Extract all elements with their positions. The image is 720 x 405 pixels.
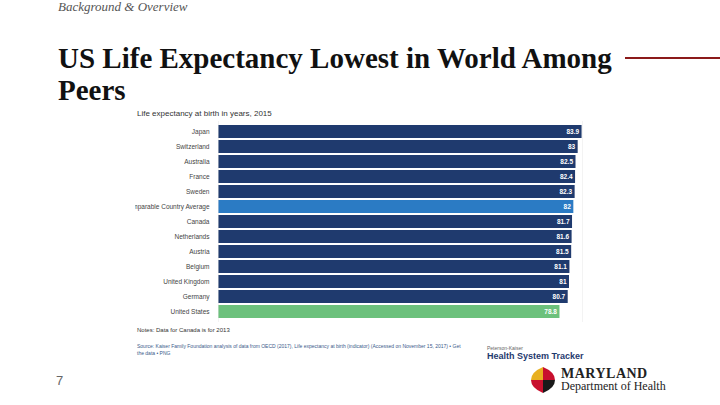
html-text:Notes: Data for Canada is for: Notes: Data for Canada is for 2013 [137, 327, 230, 333]
svg-text:Belgium: Belgium [186, 263, 209, 271]
html-text:7: 7 [56, 373, 64, 388]
svg-text:Comparable Country Average: Comparable Country Average [135, 203, 210, 211]
html-text:Department of Health: Department of Health [561, 379, 666, 393]
svg-text:Australia: Australia [184, 158, 210, 165]
svg-text:81.1: 81.1 [554, 263, 567, 270]
svg-text:81.7: 81.7 [557, 218, 570, 225]
html-text:Source: Kaiser Family Foundati: Source: Kaiser Family Foundation analysi… [137, 343, 461, 356]
svg-text:Canada: Canada [187, 218, 210, 225]
svg-text:78.8: 78.8 [544, 308, 557, 315]
svg-text:83.9: 83.9 [566, 128, 579, 135]
svg-text:Sweden: Sweden [186, 188, 210, 195]
html-text:Health System Tracker: Health System Tracker [487, 351, 584, 361]
svg-text:81: 81 [559, 278, 567, 285]
html-text:Life expectancy at birth in ye: Life expectancy at birth in years, 2015 [137, 109, 272, 118]
svg-text:Switzerland: Switzerland [176, 143, 210, 150]
svg-text:81.5: 81.5 [556, 248, 569, 255]
svg-text:82.5: 82.5 [560, 158, 573, 165]
svg-text:81.6: 81.6 [556, 233, 569, 240]
html-text:Background & Overview: Background & Overview [58, 0, 188, 14]
html-text:MARYLAND: MARYLAND [561, 366, 648, 381]
svg-text:Germany: Germany [183, 293, 210, 301]
svg-text:United States: United States [170, 308, 210, 315]
svg-text:82.4: 82.4 [560, 173, 573, 180]
svg-text:83: 83 [568, 143, 576, 150]
svg-text:82.3: 82.3 [559, 188, 572, 195]
svg-text:Netherlands: Netherlands [174, 233, 210, 240]
svg-text:Austria: Austria [189, 248, 210, 255]
svg-text:82: 82 [564, 203, 572, 210]
html-text:US Life Expectancy Lowest in W: US Life Expectancy Lowest in World Among… [58, 42, 612, 106]
svg-text:Japan: Japan [192, 128, 210, 136]
svg-text:United Kingdom: United Kingdom [163, 278, 209, 286]
svg-text:France: France [189, 173, 210, 180]
svg-text:80.7: 80.7 [553, 293, 566, 300]
html-text:Peterson-Kaiser: Peterson-Kaiser [487, 345, 523, 351]
